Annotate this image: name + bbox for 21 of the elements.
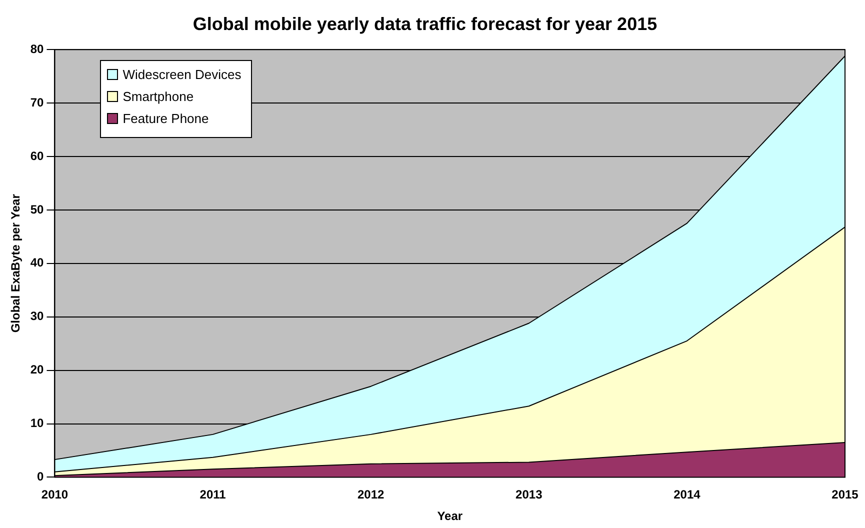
x-tick-label: 2015 — [832, 488, 859, 502]
x-axis-title: Year — [437, 509, 463, 524]
x-tick-label: 2011 — [200, 488, 226, 502]
x-tick-label: 2010 — [41, 488, 68, 502]
y-tick-label: 50 — [30, 202, 44, 216]
y-axis-title: Global ExaByte per Year — [8, 194, 23, 333]
legend-label: Feature Phone — [122, 110, 209, 126]
y-tick-label: 0 — [37, 470, 44, 484]
y-tick-label: 30 — [30, 309, 44, 324]
legend-label: Widescreen Devices — [122, 66, 242, 82]
x-tick-label: 2014 — [674, 488, 701, 502]
chart-title: Global mobile yearly data traffic forecast for year 2015 — [192, 14, 658, 34]
legend-label: Smartphone — [122, 88, 194, 104]
y-tick-label: 80 — [30, 42, 44, 56]
y-tick-label: 40 — [30, 256, 44, 270]
x-tick-label: 2013 — [516, 488, 543, 502]
y-tick-label: 60 — [30, 148, 44, 163]
y-tick-label: 10 — [30, 416, 44, 430]
x-tick-label: 2012 — [357, 488, 385, 502]
y-tick-label: 20 — [30, 362, 44, 377]
y-tick-label: 70 — [30, 95, 44, 110]
